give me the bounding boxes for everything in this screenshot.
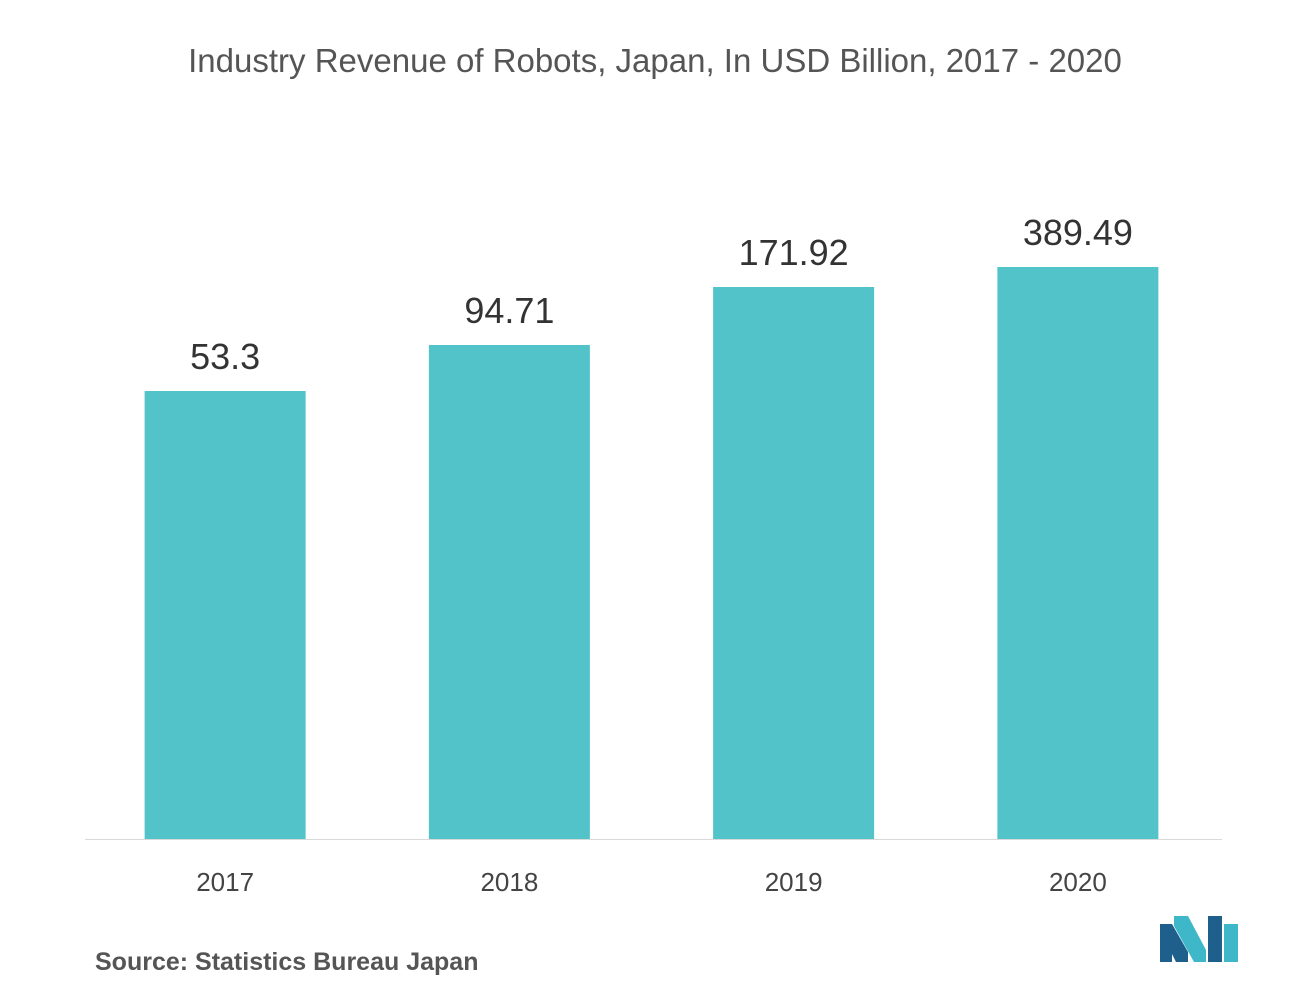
mordor-intelligence-logo-icon xyxy=(1160,916,1238,962)
value-label-2019: 171.92 xyxy=(739,232,849,273)
x-tick-label-2018: 2018 xyxy=(480,867,538,897)
value-labels-group: 53.3 94.71 171.92 389.49 xyxy=(190,212,1133,377)
bar-2019 xyxy=(713,287,875,839)
bars-group xyxy=(144,267,1159,839)
x-tick-labels-group: 2017 2018 2019 2020 xyxy=(196,867,1107,897)
x-tick-label-2019: 2019 xyxy=(765,867,823,897)
x-tick-label-2020: 2020 xyxy=(1049,867,1107,897)
chart-title: Industry Revenue of Robots, Japan, In US… xyxy=(188,42,1122,79)
value-label-2017: 53.3 xyxy=(190,336,260,377)
value-label-2018: 94.71 xyxy=(464,290,554,331)
source-note: Source: Statistics Bureau Japan xyxy=(95,948,479,976)
bar-2020 xyxy=(997,267,1159,839)
bar-2017 xyxy=(144,391,306,839)
value-label-2020: 389.49 xyxy=(1023,212,1133,253)
x-tick-label-2017: 2017 xyxy=(196,867,254,897)
bar-2018 xyxy=(428,345,590,839)
